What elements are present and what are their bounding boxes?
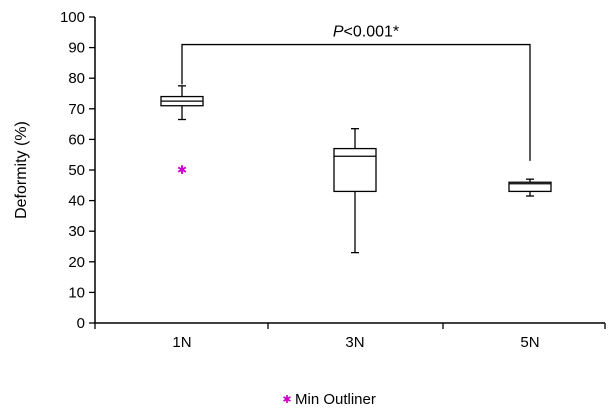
outlier-points: ✱ <box>177 163 187 177</box>
x-tick-label-3N: 3N <box>345 334 364 351</box>
box-5N <box>508 178 552 197</box>
y-tick-label-50: 50 <box>68 162 85 179</box>
y-tick-label-70: 70 <box>68 101 85 118</box>
box-3N <box>333 128 377 254</box>
box-1N <box>160 85 204 121</box>
y-tick-label-100: 100 <box>60 9 85 26</box>
legend-label: Min Outliner <box>295 391 376 408</box>
significance-bracket: P<0.001* <box>181 24 531 161</box>
y-tick-label-10: 10 <box>68 284 85 301</box>
p-symbol: P <box>333 24 344 41</box>
interquartile-box <box>333 147 377 193</box>
outlier-point-1N: ✱ <box>177 163 187 177</box>
box-series <box>160 85 552 254</box>
y-tick-label-40: 40 <box>68 193 85 210</box>
legend: ✱ Min Outliner <box>282 391 375 408</box>
y-tick-label-0: 0 <box>77 315 85 332</box>
outlier-legend-marker: ✱ <box>282 394 291 406</box>
y-tick-label-20: 20 <box>68 254 85 271</box>
y-axis-title: Deformity (%) <box>13 121 30 219</box>
bracket-line <box>181 43 531 161</box>
y-tick-label-30: 30 <box>68 223 85 240</box>
y-tick-label-60: 60 <box>68 131 85 148</box>
x-axis: 1N 3N 5N <box>94 322 606 351</box>
y-tick-label-80: 80 <box>68 70 85 87</box>
x-tick-label-5N: 5N <box>520 334 539 351</box>
y-tick-label-90: 90 <box>68 40 85 57</box>
significance-label: P<0.001* <box>333 24 399 41</box>
x-tick-label-1N: 1N <box>172 334 191 351</box>
p-value: <0.001* <box>344 24 400 41</box>
y-axis: 0 10 20 30 40 50 60 70 80 90 100 <box>60 9 96 332</box>
interquartile-box <box>508 181 552 193</box>
